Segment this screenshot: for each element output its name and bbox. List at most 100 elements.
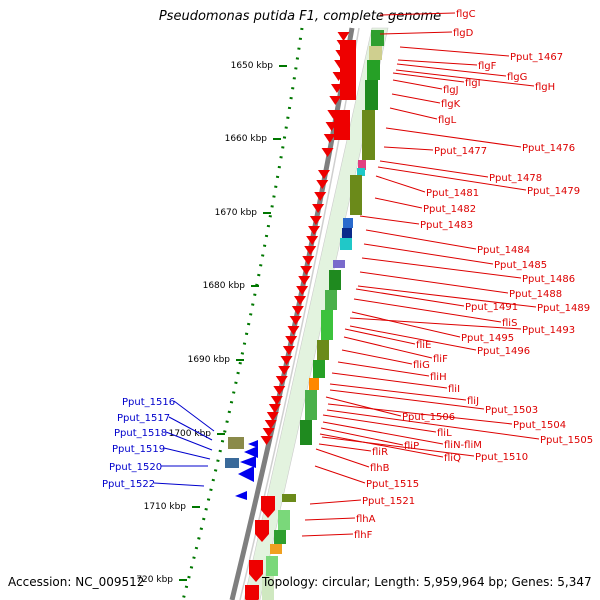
label-leader-line: [396, 63, 507, 77]
label-leader-line: [391, 93, 441, 104]
gene-label: flgL: [438, 115, 457, 126]
label-leader-line: [379, 12, 456, 16]
label-leader-line: [322, 421, 444, 445]
gene-label: flgG: [507, 72, 527, 83]
gene-label: Pput_1491: [465, 302, 518, 313]
cog-block: [342, 228, 352, 238]
gene-label: Pput_1478: [489, 173, 542, 184]
gene-label: fliG: [413, 360, 430, 371]
forward-gene-arrow: [330, 84, 343, 93]
gene-label: fliI: [448, 384, 460, 395]
cog-block: [362, 110, 375, 160]
gene-label: Pput_1477: [434, 146, 487, 157]
label-leader-line: [319, 433, 444, 458]
forward-gene-arrow: [249, 560, 263, 582]
forward-gene-arrow: [302, 256, 315, 265]
ruler-ticks: 1650 kbp 1660 kbp 1670 kbp 1680 kbp 1690 kbp…: [136, 61, 287, 585]
tick-label: 1650 kbp: [231, 61, 274, 71]
cog-block: [333, 260, 345, 268]
forward-gene-arrow: [323, 134, 336, 143]
cog-block: [270, 544, 282, 554]
gene-label: flhB: [370, 463, 390, 474]
reverse-gene-arrow: [240, 456, 256, 468]
cog-block: [266, 556, 278, 576]
gene-label: Pput_1520: [109, 462, 162, 473]
label-leader-line: [326, 409, 540, 440]
cog-block: [274, 530, 286, 544]
label-leader-line: [168, 416, 213, 441]
cog-block: [321, 310, 333, 340]
label-leader-line: [375, 175, 426, 193]
forward-gene-arrow: [312, 204, 325, 213]
cog-block: [371, 30, 384, 46]
gene-label: fliR: [372, 447, 388, 458]
label-leader-line: [314, 465, 366, 484]
forward-gene-arrow: [268, 404, 281, 413]
label-leader-line: [395, 69, 535, 87]
cog-block: [325, 290, 337, 310]
forward-gene-arrow: [287, 326, 300, 335]
gene-label: Pput_1486: [522, 274, 575, 285]
label-leader-line: [344, 328, 416, 345]
label-leader-line: [322, 414, 437, 433]
label-leader-line: [392, 79, 443, 90]
gene-label: fliN-fliM: [444, 440, 482, 451]
gene-label: Pput_1510: [475, 452, 528, 463]
forward-gene-arrow: [255, 520, 269, 542]
gene-label: Pput_1515: [366, 479, 419, 490]
cog-block: [357, 168, 365, 176]
forward-gene-arrow: [270, 396, 283, 405]
label-leader-line: [304, 517, 356, 521]
gene-label: Pput_1476: [522, 143, 575, 154]
label-leader-line: [337, 361, 430, 377]
forward-gene-arrow: [261, 496, 275, 518]
gene-label: flgK: [441, 99, 461, 110]
forward-gene-block: [334, 110, 350, 140]
gene-label: Pput_1519: [112, 444, 165, 455]
gene-label: flgC: [456, 9, 476, 20]
cog-block: [225, 458, 239, 468]
gene-label: Pput_1503: [485, 405, 538, 416]
label-leader-line: [379, 160, 489, 178]
label-leader-line: [301, 533, 354, 537]
cog-block: [313, 360, 325, 378]
cog-block: [282, 494, 296, 502]
gene-label: Pput_1485: [494, 260, 547, 271]
label-leader-line: [397, 59, 478, 66]
label-leader-line: [359, 215, 420, 225]
label-leader-line: [343, 336, 433, 359]
forward-gene-arrow: [273, 386, 286, 395]
forward-gene-arrow: [308, 226, 321, 235]
map-title: Pseudomonas putida F1, complete genome: [158, 9, 442, 24]
cog-block: [278, 510, 290, 530]
gene-label: fliL: [437, 428, 452, 439]
gene-label: Pput_1505: [540, 435, 593, 446]
forward-gene-arrow: [321, 148, 334, 157]
forward-gene-arrow: [309, 216, 322, 225]
label-leader-line: [399, 46, 510, 57]
forward-gene-arrow: [316, 180, 329, 189]
forward-gene-arrow: [285, 336, 298, 345]
forward-gene-arrow: [337, 32, 350, 41]
reverse-gene-arrow: [235, 491, 247, 500]
label-leader-line: [341, 349, 413, 365]
cog-block: [317, 340, 329, 360]
forward-gene-arrow: [289, 316, 302, 325]
label-leader-line: [320, 427, 404, 446]
forward-gene-arrow: [304, 246, 317, 255]
label-leader-line: [377, 166, 527, 191]
label-leader-line: [165, 431, 213, 451]
label-leader-line: [315, 448, 370, 468]
tick-label: 720 kbp: [136, 575, 173, 585]
gene-label: Pput_1479: [527, 186, 580, 197]
forward-gene-arrow: [266, 412, 279, 421]
gene-label: Pput_1522: [102, 479, 155, 490]
tick-label: 1700 kbp: [169, 429, 212, 439]
forward-gene-block: [340, 40, 356, 100]
gene-label: Pput_1516: [122, 397, 175, 408]
gene-label: flgH: [535, 82, 555, 93]
cog-block: [262, 576, 274, 600]
gene-label: Pput_1489: [537, 303, 590, 314]
label-leader-line: [163, 447, 211, 460]
label-leader-line: [329, 383, 467, 401]
